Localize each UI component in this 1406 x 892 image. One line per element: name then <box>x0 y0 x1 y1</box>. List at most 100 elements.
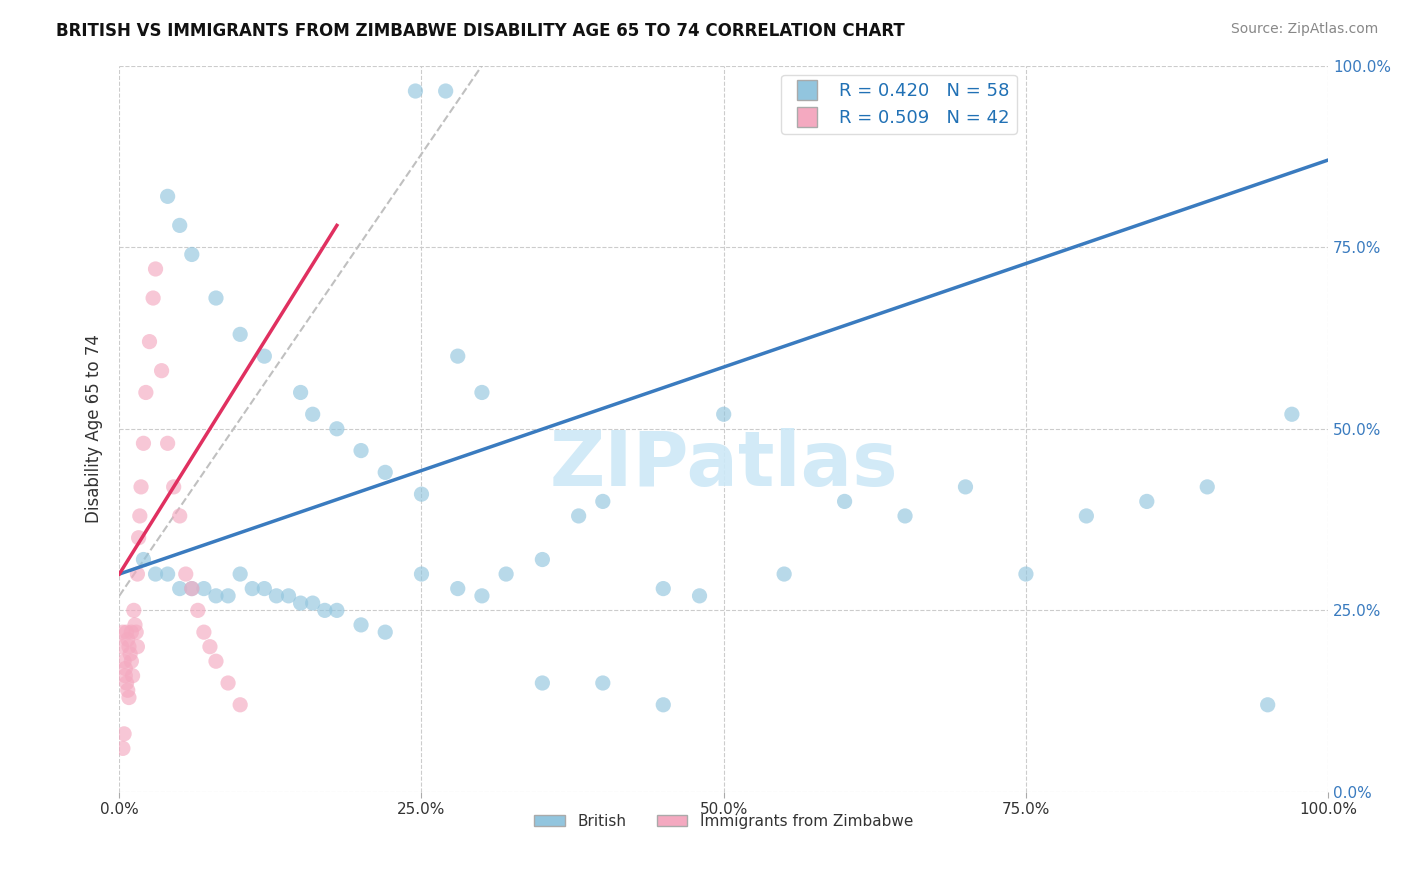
Point <box>1257 698 1279 712</box>
Point <box>121 669 143 683</box>
Point <box>112 654 135 668</box>
Point <box>115 625 138 640</box>
Point <box>689 589 711 603</box>
Point <box>229 567 252 582</box>
Point <box>138 334 160 349</box>
Point <box>111 741 134 756</box>
Point <box>129 480 152 494</box>
Point <box>117 683 139 698</box>
Point <box>111 640 134 654</box>
Point <box>773 567 796 582</box>
Point <box>180 247 202 261</box>
Point <box>156 189 179 203</box>
Point <box>112 727 135 741</box>
Point <box>128 531 150 545</box>
Point <box>193 582 215 596</box>
Point <box>128 508 150 523</box>
Point <box>115 676 138 690</box>
Point <box>120 625 142 640</box>
Point <box>135 385 157 400</box>
Point <box>471 385 494 400</box>
Point <box>301 407 323 421</box>
Point <box>290 385 312 400</box>
Point <box>163 480 186 494</box>
Point <box>205 291 228 305</box>
Point <box>169 219 191 233</box>
Point <box>122 603 145 617</box>
Point <box>180 582 202 596</box>
Point <box>198 640 221 654</box>
Point <box>150 364 173 378</box>
Text: ZIPatlas: ZIPatlas <box>550 428 898 502</box>
Point <box>205 589 228 603</box>
Point <box>156 567 179 582</box>
Point <box>1076 508 1098 523</box>
Point <box>531 676 554 690</box>
Point <box>447 349 470 363</box>
Point <box>125 625 148 640</box>
Point <box>350 443 373 458</box>
Point <box>217 589 239 603</box>
Point <box>114 661 136 675</box>
Point <box>592 676 614 690</box>
Point <box>145 262 167 277</box>
Point <box>301 596 323 610</box>
Point <box>253 349 276 363</box>
Point <box>132 436 155 450</box>
Point <box>1281 407 1303 421</box>
Point <box>894 508 917 523</box>
Point <box>114 669 136 683</box>
Point <box>531 552 554 566</box>
Point <box>374 625 396 640</box>
Point <box>314 603 336 617</box>
Point <box>834 494 856 508</box>
Point <box>229 698 252 712</box>
Point <box>118 640 141 654</box>
Point <box>326 422 349 436</box>
Point <box>240 582 263 596</box>
Point <box>652 698 675 712</box>
Y-axis label: Disability Age 65 to 74: Disability Age 65 to 74 <box>86 334 103 524</box>
Point <box>120 654 142 668</box>
Point <box>955 480 977 494</box>
Point <box>434 84 457 98</box>
Point <box>187 603 209 617</box>
Point <box>193 625 215 640</box>
Point <box>180 582 202 596</box>
Point <box>120 647 142 661</box>
Point <box>277 589 299 603</box>
Point <box>411 567 433 582</box>
Point <box>127 640 149 654</box>
Point <box>1197 480 1219 494</box>
Point <box>411 487 433 501</box>
Point <box>117 632 139 647</box>
Point <box>592 494 614 508</box>
Point <box>495 567 517 582</box>
Point <box>124 618 146 632</box>
Point <box>229 327 252 342</box>
Point <box>290 596 312 610</box>
Point <box>156 436 179 450</box>
Point <box>118 690 141 705</box>
Point <box>145 567 167 582</box>
Point <box>169 508 191 523</box>
Point <box>132 552 155 566</box>
Point <box>447 582 470 596</box>
Point <box>350 618 373 632</box>
Point <box>174 567 197 582</box>
Point <box>404 84 426 98</box>
Point <box>111 625 134 640</box>
Point <box>652 582 675 596</box>
Text: Source: ZipAtlas.com: Source: ZipAtlas.com <box>1230 22 1378 37</box>
Point <box>1015 567 1038 582</box>
Point <box>326 603 349 617</box>
Point <box>471 589 494 603</box>
Text: BRITISH VS IMMIGRANTS FROM ZIMBABWE DISABILITY AGE 65 TO 74 CORRELATION CHART: BRITISH VS IMMIGRANTS FROM ZIMBABWE DISA… <box>56 22 905 40</box>
Point <box>713 407 735 421</box>
Point <box>266 589 288 603</box>
Point <box>253 582 276 596</box>
Point <box>142 291 165 305</box>
Point <box>374 466 396 480</box>
Point <box>217 676 239 690</box>
Point <box>568 508 591 523</box>
